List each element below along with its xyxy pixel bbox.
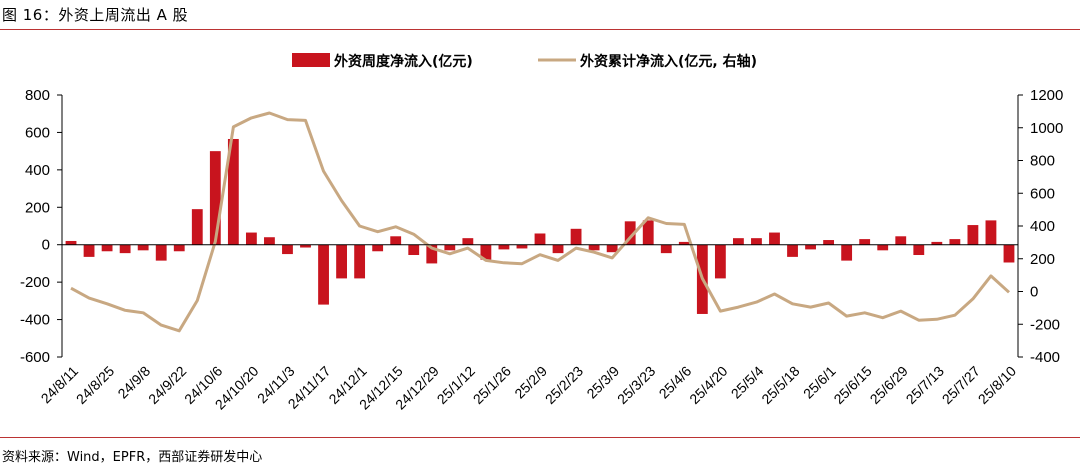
bar xyxy=(588,244,600,251)
bar xyxy=(408,244,420,256)
left-tick-label: 600 xyxy=(25,124,50,141)
bar xyxy=(173,244,185,252)
bar xyxy=(227,138,239,245)
legend-bar-swatch xyxy=(292,53,330,67)
bar xyxy=(841,244,853,261)
bar xyxy=(1003,244,1015,263)
right-tick-label: 0 xyxy=(1030,284,1038,301)
right-tick-label: -400 xyxy=(1030,349,1060,366)
right-tick-label: 1200 xyxy=(1030,87,1063,104)
right-tick-label: 800 xyxy=(1030,153,1055,170)
bar xyxy=(300,244,311,248)
right-tick-label: -200 xyxy=(1030,316,1060,333)
bar xyxy=(480,244,492,260)
left-tick-label: -400 xyxy=(20,312,50,329)
bar-series xyxy=(65,138,1015,314)
bar xyxy=(751,238,762,245)
title-rule xyxy=(0,29,1080,30)
x-tick-label: 25/3/23 xyxy=(614,363,658,407)
bar xyxy=(390,236,402,245)
left-tick-label: 400 xyxy=(25,162,50,179)
bar xyxy=(101,244,113,252)
left-tick-label: 800 xyxy=(25,87,50,104)
right-tick-label: 1000 xyxy=(1030,120,1063,137)
bar xyxy=(516,244,528,249)
bar xyxy=(895,236,907,245)
right-tick-label: 400 xyxy=(1030,218,1055,235)
legend-bar-label: 外资周度净流入(亿元) xyxy=(334,53,473,70)
x-tick-label: 25/1/26 xyxy=(470,363,514,407)
legend-line-label: 外资累计净流入(亿元, 右轴) xyxy=(580,53,757,70)
bar xyxy=(877,244,889,251)
right-tick-label: 200 xyxy=(1030,251,1055,268)
cumulative-line xyxy=(70,111,1011,333)
bar xyxy=(949,239,961,245)
bar xyxy=(264,237,275,245)
bar xyxy=(859,239,871,245)
left-tick-label: -200 xyxy=(20,274,50,291)
bar xyxy=(336,244,347,279)
x-tick-label: 25/8/10 xyxy=(975,363,1019,407)
bar xyxy=(823,240,835,245)
x-axis: 24/8/1124/8/2524/9/824/9/2224/10/624/10/… xyxy=(38,244,1019,413)
left-tick-label: 200 xyxy=(25,199,50,216)
x-tick-label: 24/9/22 xyxy=(145,363,189,407)
bar xyxy=(426,244,438,264)
bar xyxy=(967,225,979,245)
bar xyxy=(678,241,690,245)
bar xyxy=(245,232,257,245)
bar xyxy=(769,232,780,245)
x-tick-label: 24/8/11 xyxy=(38,363,82,407)
bar xyxy=(209,151,221,245)
bar xyxy=(787,244,798,257)
bar xyxy=(318,244,329,305)
left-tick-label: 0 xyxy=(42,237,50,254)
x-tick-label: 25/6/29 xyxy=(867,363,911,407)
bar xyxy=(119,244,131,254)
bar xyxy=(642,220,654,245)
bar xyxy=(155,244,167,261)
bar xyxy=(733,238,744,245)
bar xyxy=(552,244,564,254)
source-note: 资料来源：Wind，EPFR，西部证券研发中心 xyxy=(2,450,263,465)
bar xyxy=(462,238,474,245)
x-tick-label: 24/8/25 xyxy=(73,363,117,407)
x-tick-label: 25/4/20 xyxy=(686,363,730,407)
x-tick-label: 25/5/18 xyxy=(758,363,802,407)
bar xyxy=(65,240,77,245)
bar xyxy=(570,228,582,245)
x-tick-label: 25/1/12 xyxy=(434,363,478,407)
x-tick-label: 25/7/13 xyxy=(903,363,947,407)
bar xyxy=(372,244,384,252)
bar xyxy=(931,241,943,245)
source-rule xyxy=(0,437,1080,438)
figure-title: 图 16：外资上周流出 A 股 xyxy=(2,6,189,24)
bar xyxy=(137,244,149,251)
x-tick-label: 25/6/15 xyxy=(830,363,874,407)
x-tick-label: 25/7/27 xyxy=(939,363,983,407)
bar xyxy=(498,244,510,250)
x-tick-label: 25/2/23 xyxy=(542,363,586,407)
right-tick-label: 600 xyxy=(1030,185,1055,202)
bar xyxy=(534,233,546,245)
bar xyxy=(606,244,618,253)
bar xyxy=(660,244,672,254)
bar xyxy=(985,220,997,245)
bar xyxy=(805,244,816,250)
legend: 外资周度净流入(亿元) 外资累计净流入(亿元, 右轴) xyxy=(292,53,757,70)
bar xyxy=(444,244,456,251)
left-axis: -600 -400 -200 0 200 400 600 800 xyxy=(20,87,63,366)
bar xyxy=(282,244,293,255)
bar xyxy=(83,244,95,257)
bar xyxy=(913,244,925,256)
bar xyxy=(714,244,726,279)
bar xyxy=(624,221,636,245)
left-tick-label: -600 xyxy=(20,349,50,366)
right-axis: -400 -200 0 200 400 600 800 1000 1200 xyxy=(1017,87,1063,366)
bar xyxy=(191,209,203,245)
bar xyxy=(354,244,366,279)
line-series xyxy=(70,111,1011,333)
